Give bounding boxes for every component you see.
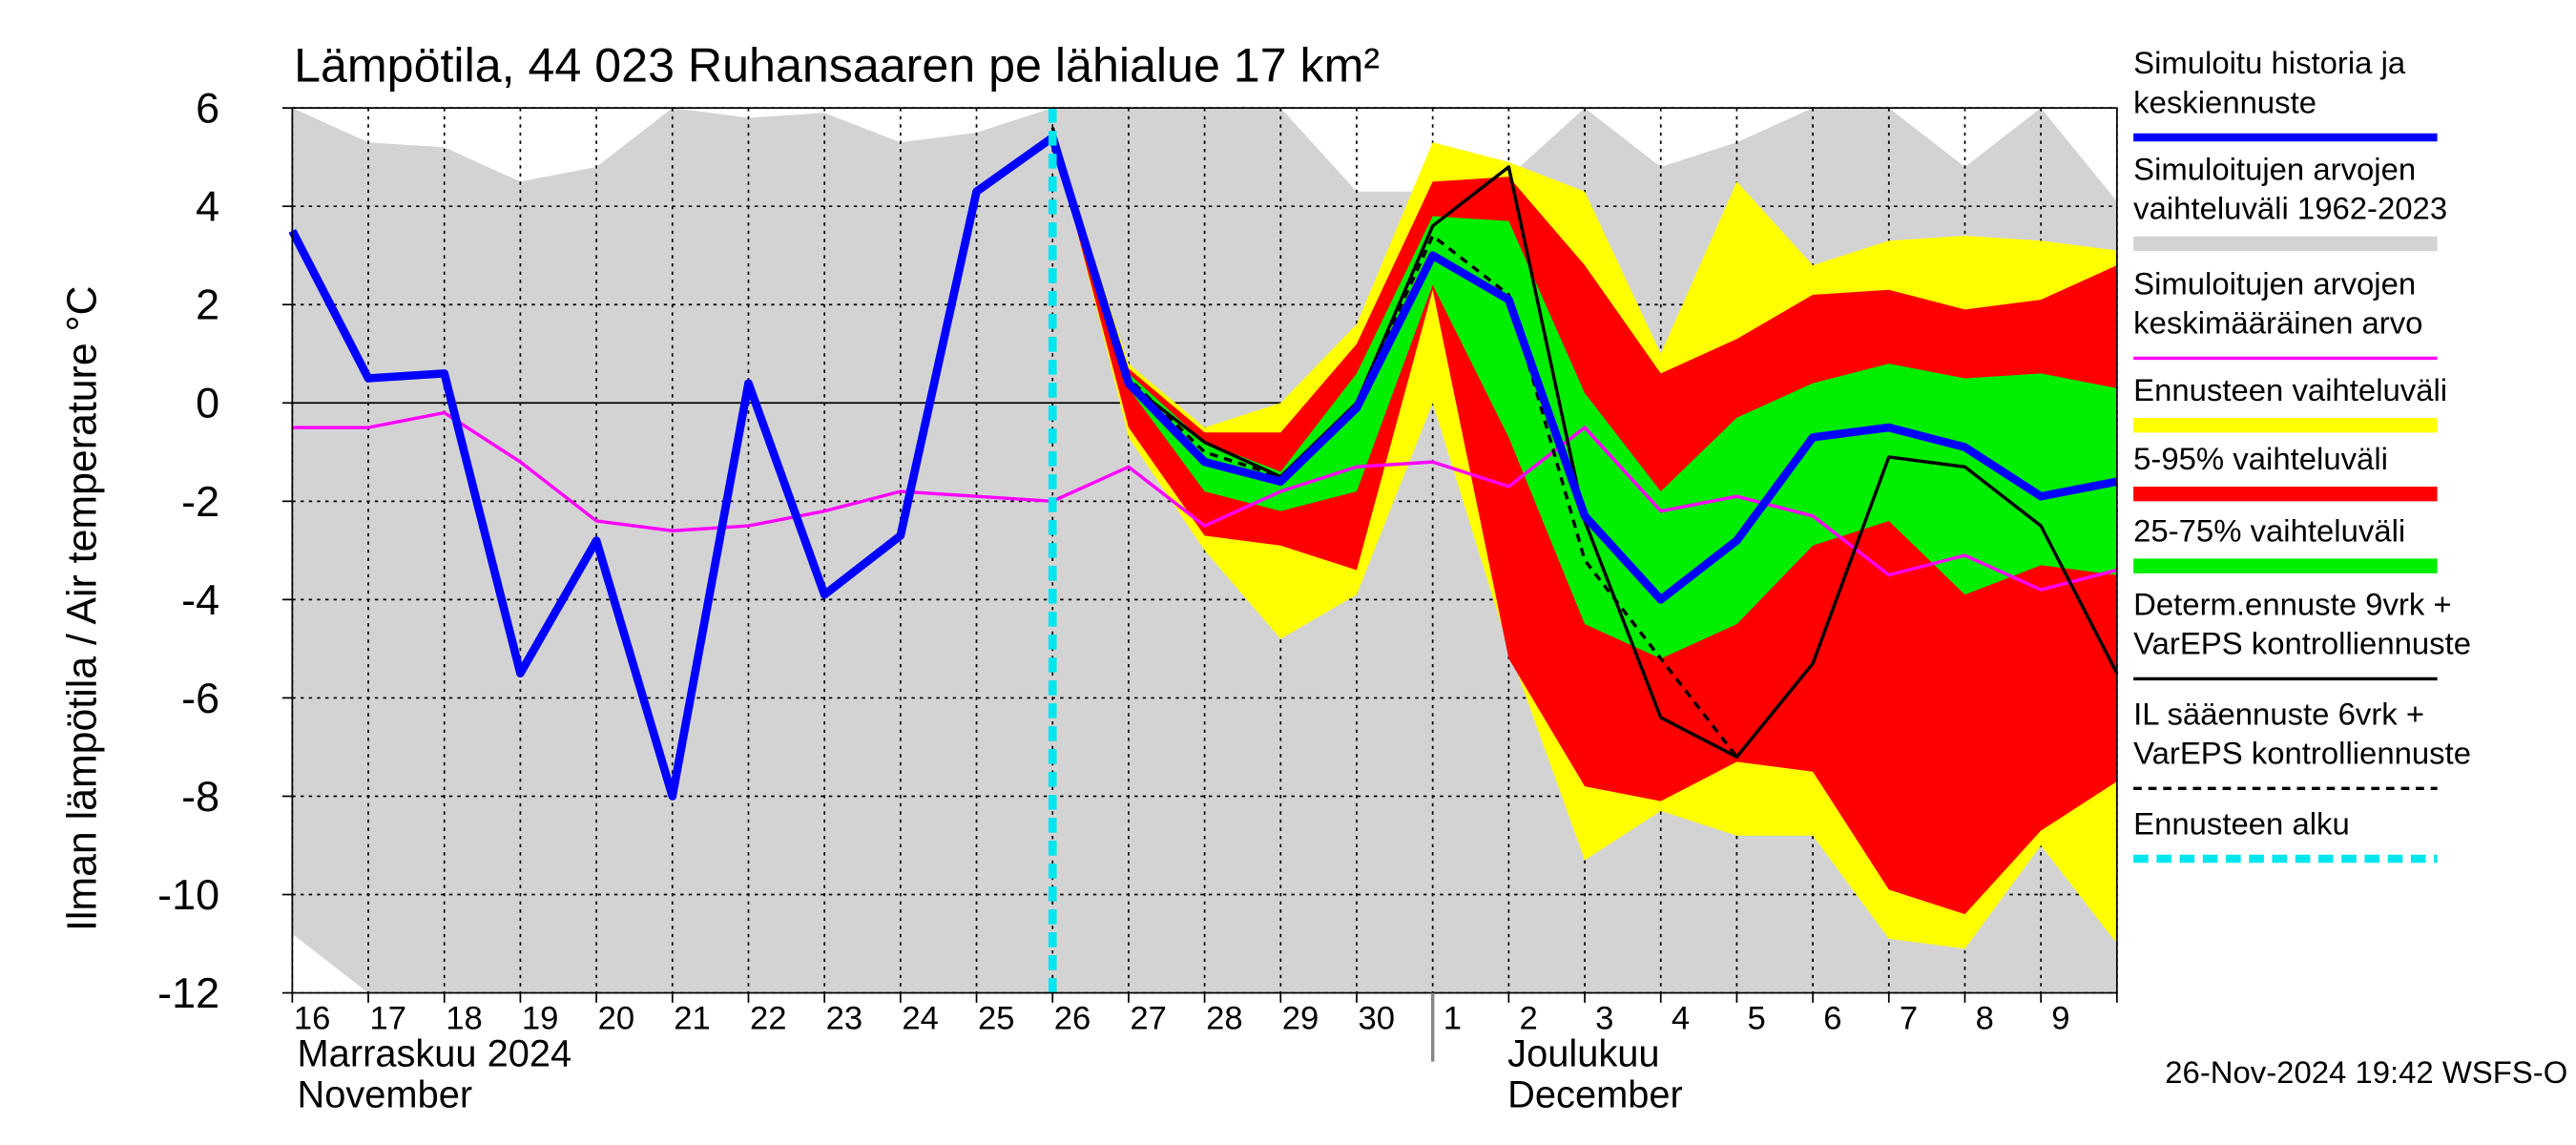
y-tick-label: -2: [181, 478, 219, 526]
line: [292, 410, 2118, 592]
legend-label: 25-75% vaihteluväli: [2133, 513, 2405, 549]
x-tick-label: 28: [1206, 1000, 1242, 1036]
y-tick-label: 6: [196, 85, 219, 133]
legend-label: Simuloitujen arvojen: [2133, 152, 2416, 187]
y-tick-label: -6: [181, 675, 219, 722]
legend-label: 5-95% vaihteluväli: [2133, 441, 2388, 476]
legend-label: Ennusteen alku: [2133, 805, 2350, 841]
chart-title: Lämpötila, 44 023 Ruhansaaren pe lähialu…: [294, 39, 1380, 93]
x-tick-label: 25: [978, 1000, 1014, 1036]
legend-label: IL sääennuste 6vrk +: [2133, 697, 2424, 732]
x-tick-label: 6: [1823, 1000, 1841, 1036]
line: [1050, 132, 1738, 759]
legend-label: VarEPS kontrolliennuste: [2133, 626, 2471, 661]
x-tick-label: 17: [370, 1000, 406, 1036]
x-tick-label: 23: [826, 1000, 862, 1036]
y-tick-label: 4: [196, 183, 219, 231]
x-tick-label: 2: [1519, 1000, 1537, 1036]
x-tick-label: 26: [1054, 1000, 1091, 1036]
x-tick-label: 4: [1672, 1000, 1690, 1036]
x-tick-label: 3: [1595, 1000, 1613, 1036]
x-tick-label: 8: [1976, 1000, 1994, 1036]
y-tick-label: -8: [181, 773, 219, 821]
legend-label: VarEPS kontrolliennuste: [2133, 736, 2471, 771]
timestamp: 26-Nov-2024 19:42 WSFS-O: [2165, 1054, 2567, 1090]
month-label: Joulukuu: [1507, 1033, 1659, 1075]
legend-label: Determ.ennuste 9vrk +: [2133, 587, 2451, 622]
y-tick-label: 2: [196, 281, 219, 329]
month-label: November: [298, 1074, 473, 1116]
x-tick-label: 5: [1748, 1000, 1766, 1036]
y-axis-label: Ilman lämpötila / Air temperature °C: [59, 285, 105, 931]
x-tick-label: 24: [902, 1000, 938, 1036]
y-tick-label: -4: [181, 576, 219, 624]
line: [288, 133, 2118, 801]
month-label: December: [1507, 1074, 1683, 1116]
x-tick-label: 16: [294, 1000, 330, 1036]
legend-label: keskimääräinen arvo: [2133, 305, 2422, 341]
legend-label: Simuloitu historia ja: [2133, 45, 2406, 80]
x-tick-label: 1: [1444, 1000, 1462, 1036]
band: [1052, 137, 2117, 659]
x-tick-label: 29: [1282, 1000, 1319, 1036]
month-label: Marraskuu 2024: [298, 1033, 572, 1075]
x-tick-label: 18: [446, 1000, 482, 1036]
legend-label: Ennusteen vaihteluväli: [2133, 372, 2447, 407]
x-tick-label: 9: [2051, 1000, 2069, 1036]
legend-label: Simuloitujen arvojen: [2133, 266, 2416, 302]
x-tick-label: 20: [598, 1000, 634, 1036]
y-tick-label: 0: [196, 380, 219, 427]
x-tick-label: 22: [750, 1000, 786, 1036]
x-tick-label: 30: [1358, 1000, 1394, 1036]
legend-label: vaihteluväli 1962-2023: [2133, 191, 2447, 226]
x-tick-label: 7: [1900, 1000, 1918, 1036]
y-tick-label: -12: [157, 969, 219, 1017]
legend-label: keskiennuste: [2133, 84, 2316, 119]
x-tick-label: 27: [1130, 1000, 1166, 1036]
x-tick-label: 19: [522, 1000, 558, 1036]
y-tick-label: -10: [157, 871, 219, 919]
x-tick-label: 21: [674, 1000, 710, 1036]
